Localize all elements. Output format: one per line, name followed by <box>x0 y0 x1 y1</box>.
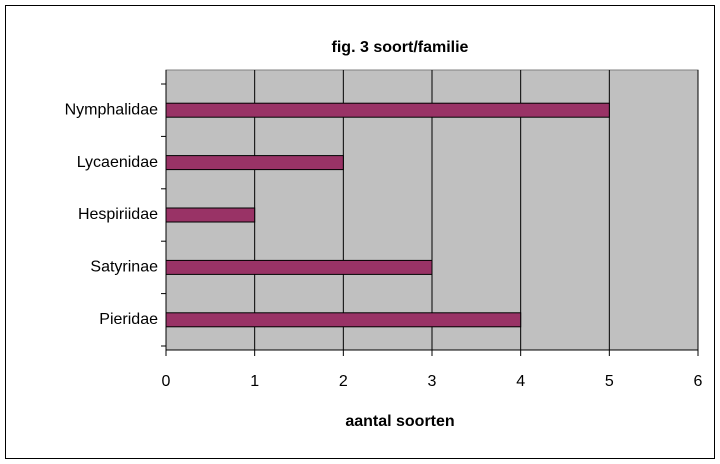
bar <box>165 102 610 118</box>
x-tick-label: 1 <box>250 373 259 390</box>
x-axis-label: aantal soorten <box>345 413 454 430</box>
x-tick-label: 6 <box>694 373 703 390</box>
x-tick-label: 0 <box>162 373 171 390</box>
x-tick-label: 3 <box>428 373 437 390</box>
bar <box>165 259 433 275</box>
y-tick-label: Lycaenidae <box>77 154 158 171</box>
bar <box>165 155 344 171</box>
y-tick-label: Pieridae <box>99 311 158 328</box>
x-tick-label: 5 <box>605 373 614 390</box>
x-tick-label: 4 <box>516 373 525 390</box>
chart-title: fig. 3 soort/familie <box>332 39 469 56</box>
x-tick-label: 2 <box>339 373 348 390</box>
bar <box>165 207 256 223</box>
y-tick-label: Nymphalidae <box>65 101 158 118</box>
y-tick-label: Satyrinae <box>90 259 158 276</box>
y-tick-label: Hespiriidae <box>78 206 158 223</box>
bar <box>165 312 522 328</box>
